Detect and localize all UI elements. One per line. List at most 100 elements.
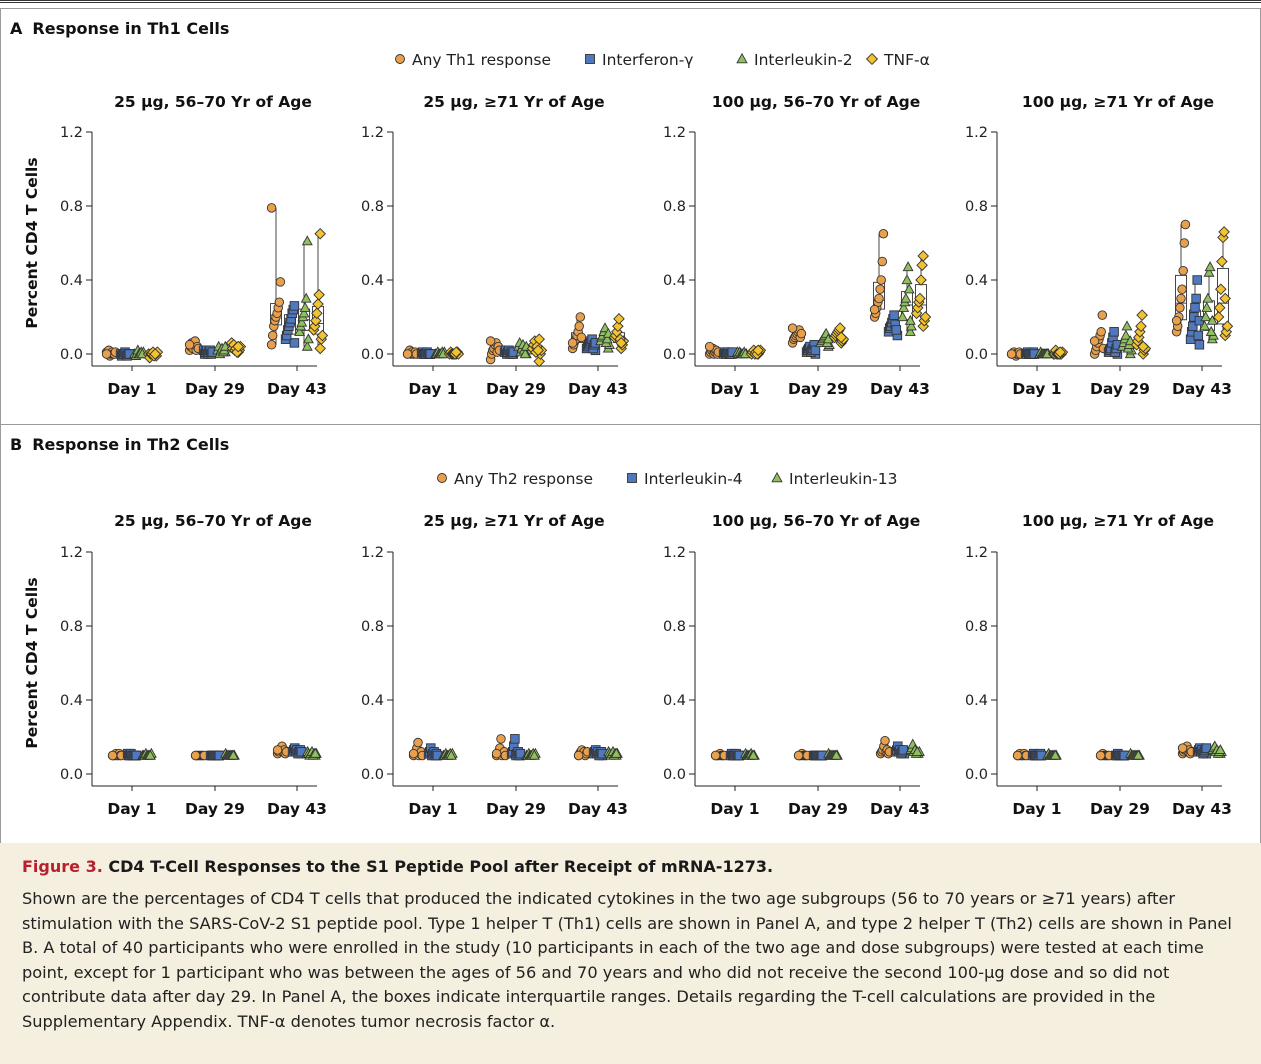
subplot-title-0-3: 100 μg, ≥71 Yr of Age bbox=[1022, 93, 1214, 111]
legend-marker-0-3 bbox=[865, 52, 879, 66]
x-tick-label-1-0-2: Day 43 bbox=[267, 800, 327, 818]
data-point-0-3-2-3-6 bbox=[1216, 255, 1228, 268]
data-point-0-3-2-3-4 bbox=[1213, 301, 1226, 314]
y-tick-label-1-1-0: 0.0 bbox=[361, 767, 384, 783]
data-point-0-3-2-2-6 bbox=[1203, 266, 1215, 277]
data-point-0-2-0-3-9 bbox=[752, 344, 764, 357]
data-point-1-2-0-0-9 bbox=[710, 750, 721, 761]
data-point-0-3-2-1-0 bbox=[1194, 340, 1205, 350]
data-point-0-1-1-2-8 bbox=[519, 348, 531, 359]
y-axis-label-0: Percent CD4 T Cells bbox=[23, 157, 41, 328]
data-point-0-3-1-2-6 bbox=[1121, 320, 1133, 331]
y-tick-label-1-0-3: 1.2 bbox=[60, 545, 83, 561]
data-point-0-2-2-3-8 bbox=[916, 259, 928, 271]
legend-marker-1-1 bbox=[627, 473, 637, 483]
data-point-0-1-2-3-9 bbox=[615, 337, 627, 349]
data-point-0-0-2-2-1 bbox=[302, 333, 314, 344]
y-tick-label-1-0-1: 0.4 bbox=[60, 693, 83, 709]
y-tick-label-1-0-2: 0.8 bbox=[60, 619, 83, 635]
data-point-0-3-2-2-5 bbox=[1202, 292, 1214, 303]
data-point-0-3-2-3-7 bbox=[1217, 231, 1229, 244]
data-point-0-2-2-2-7 bbox=[902, 261, 914, 272]
y-tick-label-0-0-1: 0.4 bbox=[60, 273, 83, 289]
data-point-0-2-2-1-8 bbox=[891, 325, 902, 335]
data-point-0-3-2-3-3 bbox=[1212, 311, 1225, 323]
data-point-0-2-1-1-9 bbox=[810, 345, 821, 356]
data-point-0-0-2-2-4 bbox=[296, 316, 308, 327]
panel-a-heading: Response in Th1 Cells bbox=[32, 19, 230, 38]
caption-title-text: CD4 T-Cell Responses to the S1 Peptide P… bbox=[108, 857, 774, 876]
x-tick-label-1-2-2: Day 43 bbox=[870, 800, 930, 818]
x-tick-label-0-1-2: Day 43 bbox=[568, 380, 628, 398]
data-point-0-2-2-1-6 bbox=[889, 310, 899, 320]
data-point-0-2-0-0-9 bbox=[704, 341, 715, 352]
y-tick-label-1-2-1: 0.4 bbox=[663, 693, 686, 709]
x-tick-label-1-1-2: Day 43 bbox=[568, 800, 628, 818]
data-point-0-3-2-0-9 bbox=[1171, 315, 1182, 326]
panel-a-title: A Response in Th1 Cells bbox=[10, 19, 229, 38]
data-point-0-3-2-1-3 bbox=[1188, 321, 1198, 332]
data-point-0-1-2-2-8 bbox=[601, 333, 613, 344]
data-point-0-3-2-3-5 bbox=[1215, 283, 1227, 296]
data-point-0-3-1-0-9 bbox=[1089, 336, 1100, 346]
data-point-0-2-2-0-4 bbox=[874, 293, 884, 304]
caption-title: Figure 3. CD4 T-Cell Responses to the S1… bbox=[22, 857, 773, 876]
data-point-0-0-2-2-2 bbox=[294, 325, 306, 336]
data-point-0-0-2-3-7 bbox=[312, 298, 324, 310]
subplot-title-1-1: 25 μg, ≥71 Yr of Age bbox=[423, 512, 604, 530]
y-tick-label-0-2-0: 0.0 bbox=[663, 347, 686, 363]
data-point-0-3-2-0-4 bbox=[1176, 293, 1186, 304]
legend-label-0-2: Interleukin-2 bbox=[754, 51, 853, 69]
x-tick-label-1-3-2: Day 43 bbox=[1172, 800, 1232, 818]
data-point-0-3-2-2-2 bbox=[1199, 320, 1211, 331]
data-point-0-3-2-3-9 bbox=[1219, 292, 1231, 305]
x-tick-label-1-1-0: Day 1 bbox=[408, 800, 457, 818]
data-point-1-0-1-2-9 bbox=[227, 749, 239, 760]
data-point-1-1-0-2-9 bbox=[445, 749, 457, 760]
y-tick-label-0-1-3: 1.2 bbox=[361, 125, 384, 141]
x-tick-label-0-0-0: Day 1 bbox=[107, 380, 156, 398]
data-point-1-2-1-0-9 bbox=[793, 750, 804, 761]
data-point-0-3-2-3-2 bbox=[1221, 320, 1234, 333]
data-point-1-1-1-0-9 bbox=[491, 748, 502, 759]
data-point-0-0-1-0-9 bbox=[184, 340, 195, 350]
y-tick-label-1-2-3: 1.2 bbox=[663, 545, 686, 561]
data-point-0-1-2-0-7 bbox=[575, 312, 586, 322]
data-point-0-3-2-1-7 bbox=[1192, 275, 1202, 285]
y-tick-label-0-3-3: 1.2 bbox=[965, 125, 988, 141]
y-tick-label-1-1-1: 0.4 bbox=[361, 693, 384, 709]
y-tick-label-1-3-1: 0.4 bbox=[965, 693, 988, 709]
legend-marker-1-2 bbox=[771, 471, 783, 483]
data-point-0-3-2-1-5 bbox=[1190, 303, 1200, 313]
data-point-0-0-2-2-9 bbox=[301, 235, 313, 246]
top-rule bbox=[0, 0, 1261, 3]
data-point-0-2-1-0-8 bbox=[796, 328, 807, 339]
y-tick-label-1-2-2: 0.8 bbox=[663, 619, 686, 635]
data-point-0-0-2-3-2 bbox=[316, 329, 329, 342]
data-point-0-3-2-2-4 bbox=[1201, 301, 1213, 312]
data-point-0-0-2-2-0 bbox=[301, 340, 313, 351]
data-point-0-0-2-3-4 bbox=[308, 320, 321, 333]
x-tick-label-0-2-1: Day 29 bbox=[788, 380, 848, 398]
subplot-title-0-0: 25 μg, 56–70 Yr of Age bbox=[114, 93, 312, 111]
x-tick-label-1-1-1: Day 29 bbox=[486, 800, 546, 818]
y-tick-label-0-2-2: 0.8 bbox=[663, 199, 686, 215]
y-tick-label-1-0-0: 0.0 bbox=[60, 767, 83, 783]
subplot-title-1-3: 100 μg, ≥71 Yr of Age bbox=[1022, 512, 1214, 530]
data-point-1-0-0-2-9 bbox=[144, 749, 156, 760]
y-tick-label-0-0-2: 0.8 bbox=[60, 199, 83, 215]
data-point-0-3-1-3-8 bbox=[1136, 309, 1148, 321]
data-point-0-0-2-2-8 bbox=[300, 292, 312, 303]
data-point-1-0-2-2-9 bbox=[309, 747, 321, 758]
data-point-0-1-1-3-9 bbox=[533, 333, 545, 345]
data-point-0-0-0-3-9 bbox=[149, 348, 161, 360]
legend-marker-1-0 bbox=[437, 473, 447, 483]
data-point-0-3-1-1-6 bbox=[1109, 327, 1119, 337]
subplot-title-0-1: 25 μg, ≥71 Yr of Age bbox=[423, 93, 604, 111]
data-point-1-1-0-0-4 bbox=[413, 737, 423, 748]
data-point-0-3-1-2-5 bbox=[1120, 329, 1132, 340]
data-point-0-3-2-0-5 bbox=[1177, 284, 1187, 295]
data-point-0-3-0-0-9 bbox=[1006, 349, 1017, 359]
y-tick-label-0-1-2: 0.8 bbox=[361, 199, 384, 215]
caption-figure-label: Figure 3. bbox=[22, 857, 103, 876]
